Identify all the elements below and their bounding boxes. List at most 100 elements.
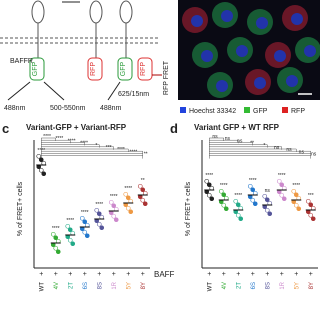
dot <box>38 167 44 173</box>
nucleus <box>254 77 266 89</box>
x-tick-label: 2T <box>236 282 242 289</box>
dot <box>218 188 224 194</box>
dot <box>96 221 102 227</box>
nucleus <box>274 50 286 62</box>
dot <box>137 183 143 189</box>
diagram <box>0 0 162 101</box>
arrow <box>43 81 65 101</box>
dot <box>252 201 258 207</box>
dot <box>142 201 148 207</box>
bracket <box>209 137 224 141</box>
dot <box>125 195 131 201</box>
significance: ** <box>250 141 254 147</box>
sign: + <box>280 271 284 278</box>
legend-label: Hoechst 33342 <box>189 108 236 115</box>
rfp-box <box>137 57 153 81</box>
receptor-label: RFP <box>90 62 97 76</box>
x-tick-label: 5Y <box>126 282 132 289</box>
sign: + <box>97 271 101 278</box>
bracket <box>209 148 297 152</box>
point-significance: **** <box>52 226 60 232</box>
dot <box>293 192 299 198</box>
point-significance: *** <box>308 193 314 199</box>
significance: **** <box>68 138 76 144</box>
dot <box>206 182 212 188</box>
dot <box>235 212 241 218</box>
arrow <box>107 81 121 101</box>
dot <box>209 196 215 202</box>
arrow <box>7 81 31 101</box>
fret-label: RFP FRET <box>163 60 170 95</box>
dot <box>70 241 76 247</box>
significance: ns <box>212 134 218 140</box>
significance: **** <box>129 149 137 155</box>
point-significance: **** <box>220 183 228 189</box>
point-significance: ns <box>265 188 271 194</box>
bracket <box>41 144 100 148</box>
dot <box>113 217 119 223</box>
dot <box>204 178 210 184</box>
significance: ns <box>274 145 280 151</box>
receptor-label: GFP <box>120 61 127 76</box>
rfp-box <box>87 57 103 81</box>
significance: ** <box>144 152 148 158</box>
bracket <box>41 148 129 152</box>
significance: ns <box>237 138 243 144</box>
bracket <box>209 139 239 144</box>
x-tick-label: 6S <box>251 282 257 289</box>
legend-label: GFP <box>253 108 268 115</box>
y-axis-label: % of FRET+ cells <box>17 181 24 236</box>
sign: + <box>309 271 313 278</box>
dot <box>235 202 241 208</box>
legend-swatch <box>244 107 250 113</box>
dot <box>125 205 131 211</box>
dot <box>65 223 71 229</box>
dot <box>99 225 105 231</box>
dot <box>67 227 73 233</box>
dot <box>281 196 287 202</box>
dot <box>264 207 270 213</box>
sign: + <box>294 271 298 278</box>
dot <box>94 207 100 213</box>
nucleus <box>256 17 268 29</box>
dot <box>276 178 282 184</box>
receptor <box>119 0 133 24</box>
x-tick-label: 1R <box>280 281 286 289</box>
dot <box>206 192 212 198</box>
dot <box>82 219 88 225</box>
bracket <box>41 150 143 155</box>
bracket <box>209 144 268 148</box>
bracket <box>41 139 71 144</box>
x-tick-label: 8Y <box>141 282 147 289</box>
significance: *** <box>106 145 112 151</box>
sign: + <box>251 271 255 278</box>
dot <box>262 193 268 199</box>
dot <box>310 216 316 222</box>
dot <box>279 182 285 188</box>
dot <box>223 206 229 212</box>
dot <box>247 183 253 189</box>
receptor-label: BAFFR <box>10 58 33 65</box>
sign: + <box>236 271 240 278</box>
dot <box>293 202 299 208</box>
excitation: 488nm <box>4 105 26 112</box>
nucleus <box>201 50 213 62</box>
significance: **** <box>55 136 63 142</box>
point-significance: **** <box>234 193 242 199</box>
receptor-label: GFP <box>32 61 39 76</box>
sign: + <box>265 271 269 278</box>
x-tick-label: 1R <box>112 281 118 289</box>
emission: 500-550nm <box>50 105 86 112</box>
dot <box>308 212 314 218</box>
x-tick-label: 4V <box>222 282 228 289</box>
bracket <box>41 153 143 157</box>
dot <box>79 215 85 221</box>
dot <box>128 209 134 215</box>
receptor <box>89 0 103 24</box>
bracket <box>41 146 114 150</box>
significance: ns <box>311 152 317 158</box>
sign: + <box>141 271 145 278</box>
panels: c Variant-GFP + Variant-RFP % of FRET+ cel… <box>2 121 318 291</box>
nucleus <box>236 45 248 57</box>
